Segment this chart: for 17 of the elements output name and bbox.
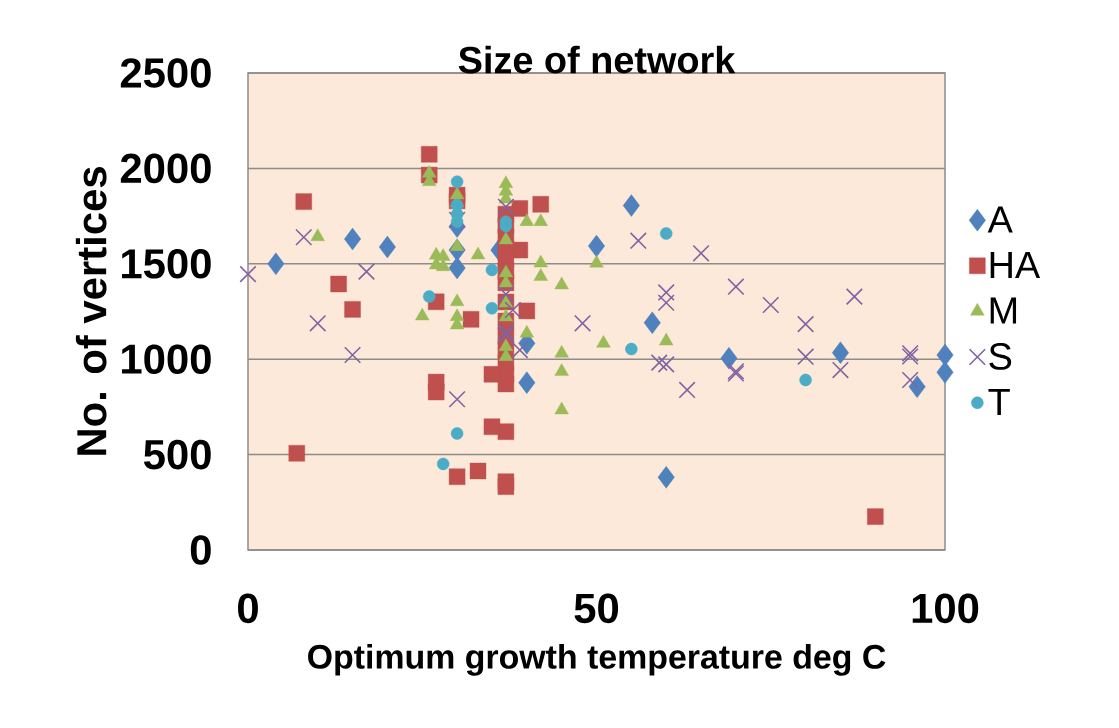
y-tick-label: 1000 xyxy=(122,344,211,375)
y-tick-label: 2000 xyxy=(120,153,211,184)
legend-label: T xyxy=(988,388,1010,416)
y-tick-label: 0 xyxy=(190,535,211,565)
x-tick-label: 50 xyxy=(574,593,619,624)
y-tick-label: 2500 xyxy=(120,58,211,88)
legend-label: HA xyxy=(990,252,1041,279)
x-tick-label: 0 xyxy=(238,593,258,624)
chart-title: Size of network xyxy=(458,45,736,74)
legend-label: A xyxy=(987,206,1013,233)
legend-label: S xyxy=(989,343,1012,370)
y-tick-label: 1500 xyxy=(122,248,211,279)
x-tick-label: 100 xyxy=(912,593,979,624)
x-axis-title: Optimum growth temperature deg C xyxy=(308,643,886,676)
y-axis-title: No. of vertices xyxy=(75,167,107,455)
legend-label: M xyxy=(990,297,1017,324)
y-tick-label: 500 xyxy=(143,439,211,470)
